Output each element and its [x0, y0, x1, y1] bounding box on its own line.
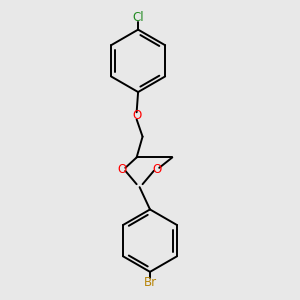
Text: O: O — [153, 163, 162, 176]
Text: Br: Br — [143, 276, 157, 289]
Text: Cl: Cl — [132, 11, 144, 24]
Text: O: O — [132, 109, 141, 122]
Text: O: O — [117, 163, 126, 176]
